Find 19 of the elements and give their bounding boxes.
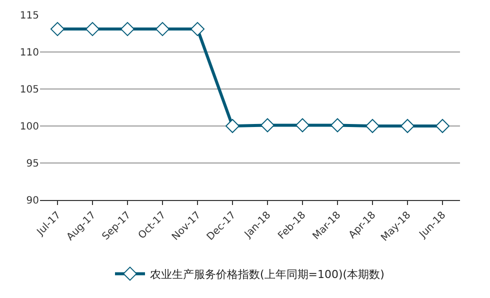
y-tick-label: 95 bbox=[26, 158, 39, 170]
point bbox=[120, 22, 134, 36]
point bbox=[50, 22, 64, 36]
y-tick-label: 110 bbox=[20, 48, 39, 58]
point bbox=[330, 118, 344, 132]
point bbox=[260, 118, 274, 132]
point bbox=[400, 119, 414, 133]
y-tick-label: 105 bbox=[20, 84, 39, 96]
point bbox=[156, 22, 170, 36]
legend-label: 农业生产服务价格指数(上年同期=100)(本期数) bbox=[150, 268, 384, 281]
point bbox=[296, 118, 310, 132]
point bbox=[226, 119, 240, 133]
point bbox=[86, 22, 100, 36]
point bbox=[366, 119, 380, 133]
y-tick-label: 100 bbox=[20, 122, 39, 132]
point bbox=[190, 22, 204, 36]
point bbox=[436, 119, 450, 133]
y-tick-label: 90 bbox=[26, 196, 39, 206]
y-tick-label: 115 bbox=[20, 10, 39, 22]
